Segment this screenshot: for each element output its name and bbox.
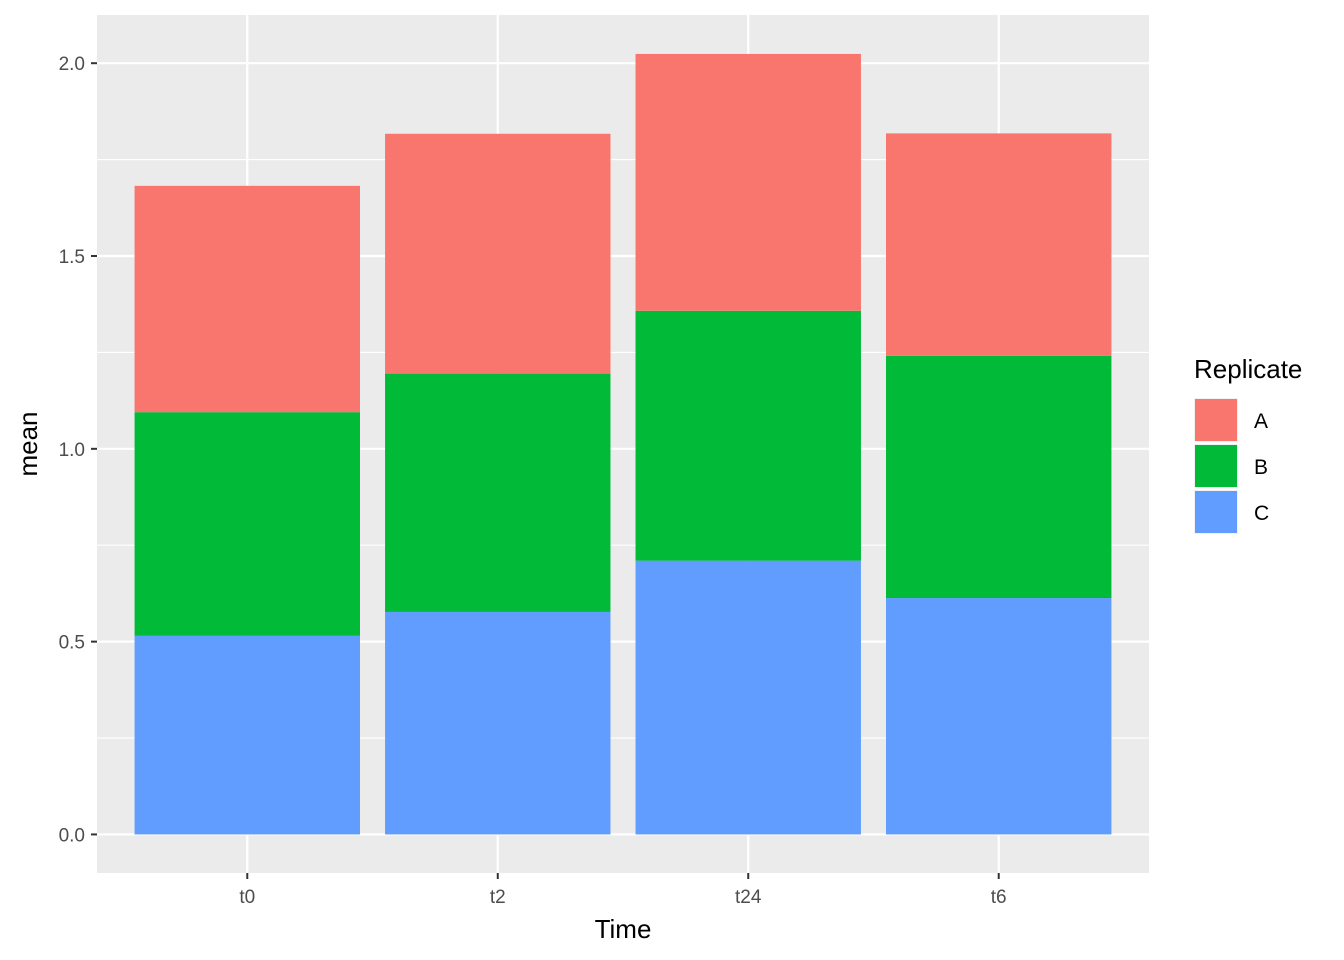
legend-swatch-B bbox=[1195, 445, 1237, 487]
x-axis-ticks: t0 t2 t24 t6 bbox=[239, 873, 1007, 908]
y-axis-title: mean bbox=[13, 411, 43, 476]
legend-label-B: B bbox=[1254, 456, 1268, 479]
x-axis-title: Time bbox=[595, 914, 652, 944]
bar-t24-C bbox=[635, 560, 861, 835]
bar-t6-A bbox=[886, 133, 1112, 356]
x-tick-label: t0 bbox=[239, 887, 255, 908]
y-tick-label: 1.5 bbox=[59, 247, 85, 268]
bar-t2-B bbox=[385, 373, 611, 612]
bar-t24-B bbox=[635, 310, 861, 561]
bar-t6-B bbox=[886, 355, 1112, 599]
y-tick-label: 0.5 bbox=[59, 633, 85, 654]
bar-t0-C bbox=[134, 635, 360, 835]
x-tick-label: t24 bbox=[735, 887, 762, 908]
bar-t2-A bbox=[385, 133, 611, 374]
legend-swatch-C bbox=[1195, 491, 1237, 533]
bars-group bbox=[134, 53, 1112, 835]
legend-label-C: C bbox=[1254, 502, 1269, 525]
y-axis-ticks: 0.0 0.5 1.0 1.5 2.0 bbox=[59, 54, 97, 846]
y-tick-label: 1.0 bbox=[59, 440, 85, 461]
bar-t0-A bbox=[134, 185, 360, 413]
y-tick-label: 0.0 bbox=[59, 825, 85, 846]
legend-label-A: A bbox=[1254, 410, 1268, 433]
legend-swatch-A bbox=[1195, 399, 1237, 441]
bar-t24-A bbox=[635, 53, 861, 311]
x-tick-label: t6 bbox=[991, 887, 1007, 908]
bar-t0-B bbox=[134, 412, 360, 636]
x-tick-label: t2 bbox=[490, 887, 506, 908]
bar-t6-C bbox=[886, 598, 1112, 835]
legend: Replicate ABC bbox=[1194, 354, 1302, 534]
legend-title: Replicate bbox=[1194, 354, 1302, 384]
y-tick-label: 2.0 bbox=[59, 54, 85, 75]
bar-t2-C bbox=[385, 611, 611, 835]
